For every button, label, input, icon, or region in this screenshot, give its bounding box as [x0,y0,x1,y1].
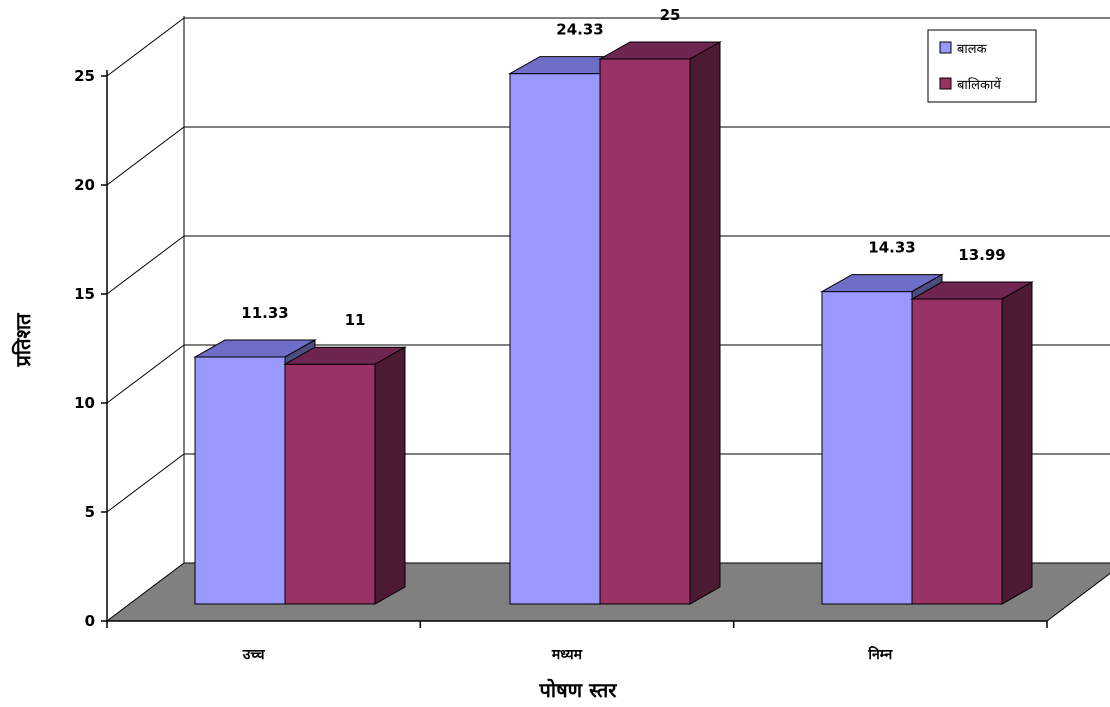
data-label: 13.99 [958,246,1005,264]
data-label: 24.33 [556,21,603,39]
axes [106,16,1047,622]
y-tick-label: 5 [85,503,95,521]
gridline-diagonal [106,235,185,295]
y-tick-label: 20 [74,176,95,194]
y-axis-title: प्रतिशत [11,312,35,368]
bar-girls [284,363,376,605]
bar-side-face [374,346,406,605]
chart-walls [107,16,184,621]
y-tick-label: 25 [74,67,95,85]
x-axis-title: पोषण स्तर [539,678,618,702]
gridline-diagonal [106,126,185,186]
x-tick-label: मध्यम [551,647,583,663]
y-tick-label: 0 [85,612,95,630]
bar-side-face [689,41,721,605]
y-tick-label: 15 [74,285,95,303]
bar-girls [911,298,1003,605]
x-tick-labels: उच्च मध्यम निम्न [106,621,1048,663]
y-tick-label: 10 [74,394,95,412]
data-labels: 11.33 11 24.33 25 14.33 13.99 [241,6,1005,329]
y-tick-labels: 0 5 10 15 20 25 [74,67,107,630]
x-tick-label: निम्न [867,646,893,663]
x-tick-label: उच्च [242,647,266,663]
left-wall [107,16,184,621]
data-label: 11.33 [241,304,288,322]
data-label: 25 [660,6,681,24]
legend: बालक बालिकायें [927,29,1037,103]
gridline-diagonal [106,344,185,404]
bar-boys [509,73,601,605]
bar-side-face [1001,281,1033,605]
bar-boys [194,356,286,605]
legend-swatch-girls [939,77,952,90]
gridline-diagonal [106,17,185,77]
data-label: 14.33 [868,239,915,257]
legend-label-girls: बालिकायें [957,77,1001,93]
data-label: 11 [345,311,366,329]
legend-label-boys: बालक [957,42,988,57]
gridline-diagonal [106,453,185,513]
bar-boys [821,291,913,605]
legend-swatch-boys [939,41,952,54]
bar-girls [599,58,691,605]
bars [193,41,1034,605]
